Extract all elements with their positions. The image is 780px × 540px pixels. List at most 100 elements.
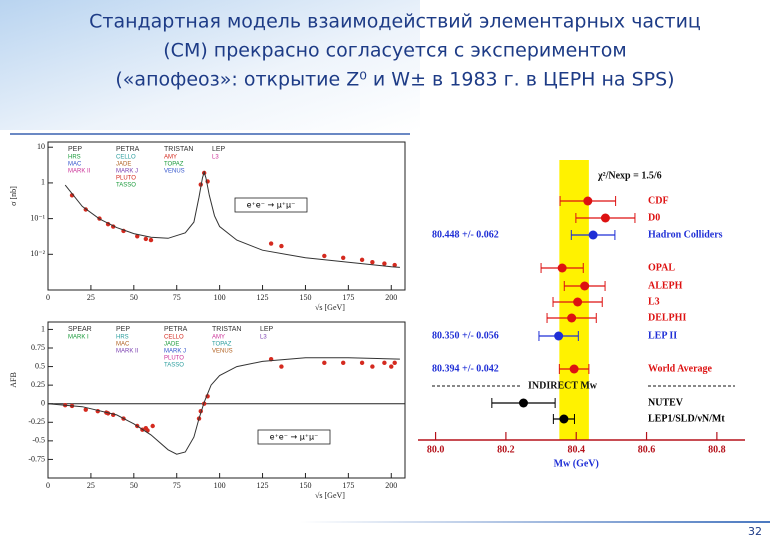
legend-entry: TOPAZ: [164, 162, 184, 168]
x-tick-label: 200: [385, 481, 397, 490]
x-tick-label: 25: [87, 293, 95, 302]
value-label: 80.394 +/- 0.042: [432, 363, 499, 374]
x-tick-label: 80.8: [708, 444, 726, 455]
plot-frame: [47, 321, 406, 479]
measurement: [600, 213, 610, 223]
x-axis-label: √s [GeV]: [315, 491, 345, 500]
legend-entry: L3: [260, 335, 267, 341]
data-point: [83, 407, 88, 412]
x-tick-label: 25: [87, 481, 95, 490]
legend-group: PETRA: [164, 326, 188, 333]
y-axis-label: AFB: [9, 372, 18, 388]
x-tick-label: 150: [299, 481, 311, 490]
legend-entry: CELLO: [164, 335, 184, 341]
y-tick-label: -0.25: [28, 417, 45, 426]
plot-frame: [47, 141, 406, 291]
legend-group: LEP: [212, 146, 226, 153]
data-point: [382, 360, 387, 366]
y-tick-label: 10⁻¹: [30, 213, 45, 222]
legend-entry: VENUS: [164, 169, 185, 175]
title-line: («апофеоз»: открытие Z⁰ и W± в 1983 г. в…: [115, 69, 674, 91]
measurement: [588, 230, 598, 240]
measurement-name: World Average: [648, 363, 713, 374]
legend-entry: PLUTO: [164, 356, 184, 362]
legend-group: PETRA: [116, 146, 140, 153]
y-tick-label: -0.5: [32, 436, 45, 445]
data-point: [392, 360, 397, 366]
data-point: [359, 257, 365, 263]
data-point: [322, 253, 327, 259]
x-axis-label: √s [GeV]: [315, 303, 345, 312]
annotation-box: [234, 197, 308, 213]
y-tick-label: 1: [41, 324, 45, 333]
data-point: [389, 364, 394, 369]
page-number: 32: [748, 525, 762, 538]
legend-entry: MARK J: [164, 349, 186, 355]
y-tick-label: 0.25: [31, 380, 45, 389]
x-tick-label: 80.2: [497, 444, 515, 455]
y-tick-label: 10: [37, 142, 45, 151]
measurement-name: LEP II: [648, 330, 677, 341]
x-tick-label: 0: [46, 293, 50, 302]
annotation: χ²/Nexp = 1.5/6: [597, 170, 662, 181]
y-tick-label: 0: [41, 399, 45, 408]
legend-group: SPEAR: [68, 326, 92, 333]
data-point: [370, 260, 375, 265]
data-point: [341, 255, 346, 260]
measurement-name: DELPHI: [648, 312, 686, 323]
legend-entry: MARK I: [68, 335, 89, 341]
legend-entry: JADE: [164, 342, 179, 348]
measurement-name: CDF: [648, 195, 669, 206]
data-point: [268, 241, 274, 246]
legend-entry: MAC: [116, 342, 130, 348]
x-tick-label: 100: [214, 293, 226, 302]
x-tick-label: 150: [299, 293, 311, 302]
measurement-name: OPAL: [648, 262, 675, 273]
title-line: (СМ) прекрасно согласуется с эксперимент…: [163, 40, 626, 62]
y-tick-label: 0.75: [31, 343, 45, 352]
x-tick-label: 75: [173, 293, 181, 302]
legend-entry: PLUTO: [116, 176, 136, 182]
annotation: e⁺e⁻ → μ⁺μ⁻: [247, 201, 296, 210]
legend-entry: HRS: [116, 335, 129, 341]
data-point: [392, 262, 397, 268]
title-background: [0, 0, 420, 130]
measurement-name: L3: [648, 296, 660, 307]
measurement: [518, 398, 528, 408]
legend-entry: L3: [212, 155, 219, 161]
legend-entry: TASSO: [164, 363, 184, 369]
x-tick-label: 80.0: [427, 444, 445, 455]
data-point: [382, 261, 387, 266]
data-point: [322, 360, 327, 366]
x-tick-label: 175: [342, 293, 354, 302]
measurement-name: D0: [648, 212, 660, 223]
y-tick-label: 10⁻²: [30, 249, 45, 258]
x-tick-label: 80.6: [638, 444, 656, 455]
data-point: [279, 364, 284, 369]
data-point: [150, 423, 155, 429]
x-tick-label: 125: [257, 293, 269, 302]
y-axis-label: σ [nb]: [9, 186, 18, 206]
measurement-name: Hadron Colliders: [648, 229, 723, 240]
y-tick-label: 1: [41, 178, 45, 187]
annotation-box: [257, 429, 331, 445]
annotation: e⁺e⁻ → μ⁺μ⁻: [270, 433, 319, 442]
legend-entry: MARK II: [116, 349, 139, 355]
section-label: INDIRECT Mw: [528, 380, 598, 391]
legend-entry: MARK J: [116, 169, 138, 175]
x-tick-label: 50: [130, 293, 138, 302]
data-point: [148, 237, 154, 243]
legend-entry: HRS: [68, 155, 81, 161]
x-tick-label: 175: [342, 481, 354, 490]
x-tick-label: 125: [257, 481, 269, 490]
x-tick-label: 100: [214, 481, 226, 490]
data-point: [370, 364, 375, 369]
measurement: [580, 281, 590, 291]
measurement: [567, 313, 577, 323]
measurement: [569, 364, 579, 374]
legend-group: PEP: [68, 146, 82, 153]
legend-entry: AMY: [212, 335, 225, 341]
data-point: [279, 243, 284, 249]
legend-entry: MARK II: [68, 169, 91, 175]
